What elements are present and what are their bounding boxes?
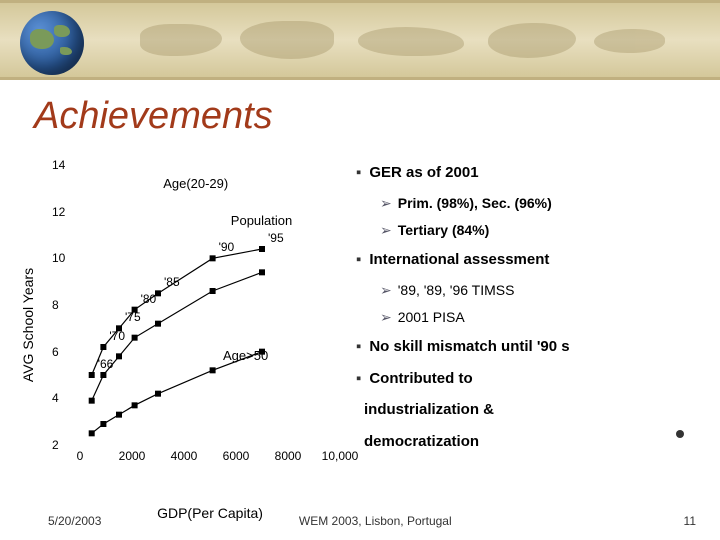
y-axis-label: AVG School Years (20, 268, 36, 382)
point-label: '85 (164, 275, 180, 289)
footer-page: 11 (684, 514, 696, 528)
y-tick: 2 (52, 438, 59, 452)
bullet-level-1: industrialization & (356, 397, 700, 423)
arrow-bullet-icon: ➢ (380, 222, 392, 238)
y-tick: 8 (52, 298, 59, 312)
chart-svg (80, 165, 340, 445)
x-tick: 8000 (275, 449, 302, 463)
series-label: Age(20-29) (163, 176, 228, 191)
arrow-bullet-icon: ➢ (380, 282, 392, 298)
square-bullet-icon: ▪ (356, 370, 361, 387)
y-tick: 14 (52, 158, 65, 172)
y-tick: 10 (52, 251, 65, 265)
bullet-level-2: ➢ Prim. (98%), Sec. (96%) (380, 192, 700, 216)
arrow-bullet-icon: ➢ (380, 309, 392, 325)
bullet-level-2: ➢ 2001 PISA (380, 306, 700, 330)
bullet-text: Tertiary (84%) (398, 222, 490, 238)
bullet-text: Contributed to (369, 370, 472, 387)
x-tick: 2000 (119, 449, 146, 463)
bullet-text: GER as of 2001 (369, 164, 478, 181)
chart-plot: 24681012140200040006000800010,000'66'70'… (80, 165, 340, 445)
bullet-text: democratization (364, 433, 479, 450)
content-area: AVG School Years 2 4 6 8 10 12 14 0 2000 4000 6000… (0, 155, 720, 500)
bullet-text: No skill mismatch until '90 s (369, 338, 569, 355)
x-tick: 4000 (171, 449, 198, 463)
bullet-level-2: ➢ Tertiary (84%) (380, 219, 700, 243)
y-tick: 4 (52, 391, 59, 405)
globe-icon (20, 11, 84, 75)
point-label: '75 (125, 310, 141, 324)
y-tick: 12 (52, 205, 65, 219)
decorative-dot (676, 430, 684, 438)
bullet-level-2: ➢ '89, '89, '96 TIMSS (380, 279, 700, 303)
bullet-level-1: ▪ Contributed to (356, 366, 700, 392)
bullet-text: 2001 PISA (398, 309, 465, 325)
series-label: Age>50 (223, 348, 268, 363)
square-bullet-icon: ▪ (356, 164, 361, 181)
point-label: '66 (98, 357, 114, 371)
page-title: Achievements (34, 95, 273, 138)
footer-center: WEM 2003, Lisbon, Portugal (299, 514, 452, 528)
point-label: '80 (141, 292, 157, 306)
arrow-bullet-icon: ➢ (380, 195, 392, 211)
point-label: '70 (109, 329, 125, 343)
x-tick: 6000 (223, 449, 250, 463)
point-label: '95 (268, 231, 284, 245)
series-label: Population (231, 213, 292, 228)
bullet-text: industrialization & (364, 401, 494, 418)
bullet-text: International assessment (369, 251, 549, 268)
x-tick: 0 (77, 449, 84, 463)
bullet-level-1: ▪ GER as of 2001 (356, 160, 700, 186)
footer-date: 5/20/2003 (48, 514, 101, 528)
point-label: '90 (219, 240, 235, 254)
square-bullet-icon: ▪ (356, 338, 361, 355)
square-bullet-icon: ▪ (356, 251, 361, 268)
chart: AVG School Years 24681012140200040006000… (40, 165, 340, 485)
footer: 5/20/2003 WEM 2003, Lisbon, Portugal 11 (0, 514, 720, 534)
banner-image (0, 0, 720, 80)
bullet-level-1: ▪ International assessment (356, 247, 700, 273)
worldmap-icon (110, 13, 700, 67)
bullet-list: ▪GER as of 2001➢Prim. (98%), Sec. (96%)➢… (356, 160, 700, 460)
y-tick: 6 (52, 345, 59, 359)
bullet-text: '89, '89, '96 TIMSS (398, 282, 515, 298)
x-tick: 10,000 (322, 449, 359, 463)
bullet-text: Prim. (98%), Sec. (96%) (398, 195, 552, 211)
bullet-level-1: ▪ No skill mismatch until '90 s (356, 334, 700, 360)
bullet-level-1: democratization (356, 429, 700, 455)
